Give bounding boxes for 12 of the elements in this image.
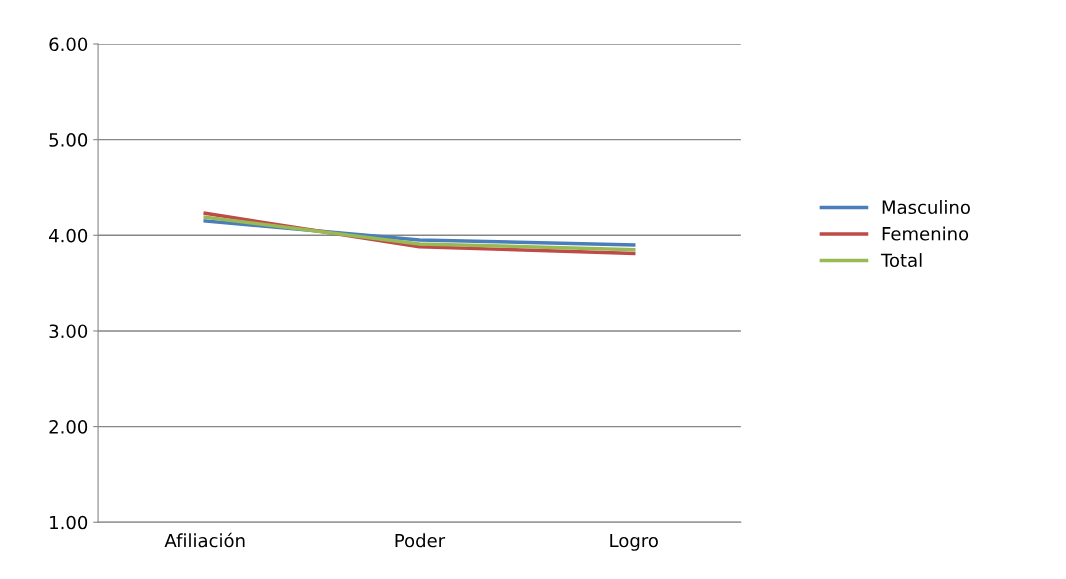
y-tick-label: 1.00 [50,515,88,530]
x-tick-label: Poder [395,533,446,548]
x-tick-label: Logro [610,533,658,551]
y-tick-label: 3.00 [49,324,88,339]
legend-label: Masculino [882,200,970,215]
legend-label: Femenino [882,226,969,241]
y-tick-label: 2.00 [49,420,88,434]
x-tick-label: Afiliación [164,532,245,548]
y-tick-label: 6.00 [49,37,88,52]
y-tick-label: 5.00 [49,133,88,147]
legend-label: Total [880,253,922,268]
y-tick-label: 4.00 [49,228,88,243]
